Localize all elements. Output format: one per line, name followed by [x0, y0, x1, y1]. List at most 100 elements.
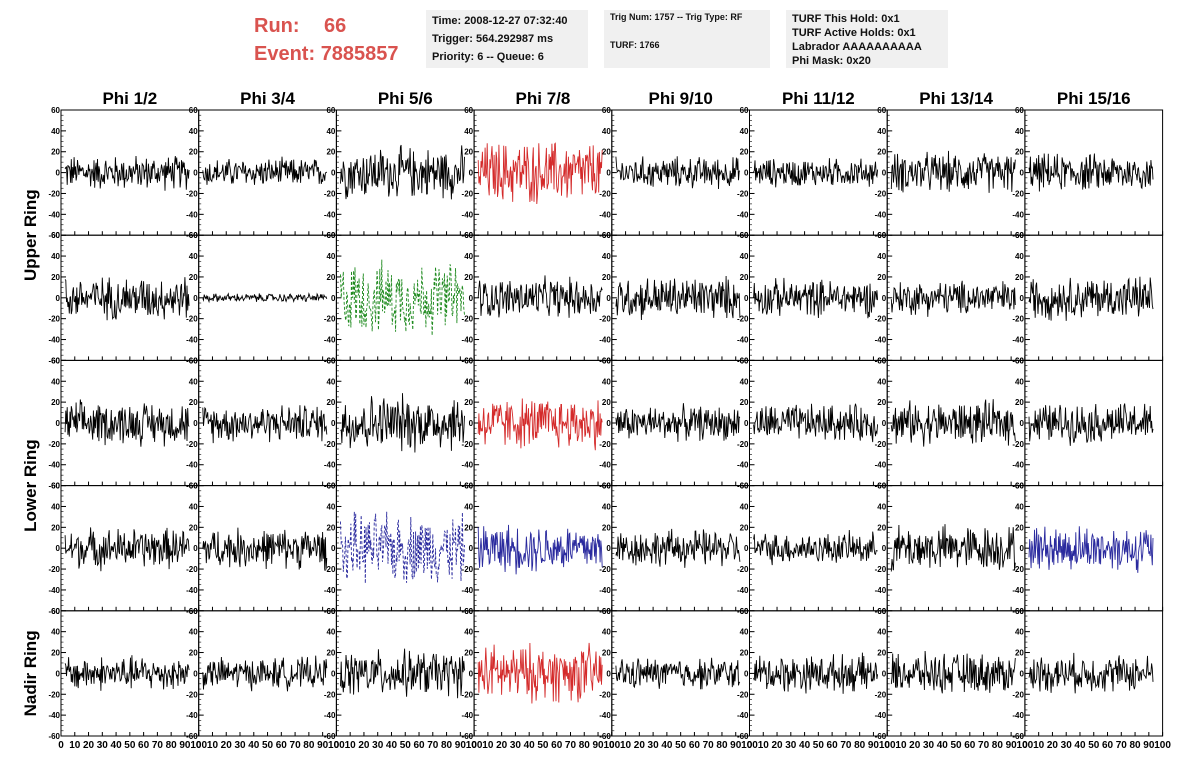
- y-tick-label: -60: [875, 732, 887, 741]
- y-tick-label: 40: [51, 502, 60, 511]
- y-tick-label: 40: [464, 127, 473, 136]
- row-title: Nadir Ring: [21, 630, 40, 716]
- y-tick-label: 20: [189, 649, 198, 658]
- y-tick-label: -60: [1012, 607, 1024, 616]
- y-tick-label: -40: [324, 586, 336, 595]
- y-tick-label: -60: [599, 607, 611, 616]
- y-tick-label: 20: [326, 523, 335, 532]
- y-tick-label: 40: [51, 127, 60, 136]
- x-tick-label: 60: [827, 740, 839, 751]
- x-tick-label: 70: [152, 740, 164, 751]
- waveform-trace: [753, 158, 879, 188]
- y-tick-label: 20: [51, 398, 60, 407]
- y-tick-label: 40: [1015, 252, 1024, 261]
- y-tick-label: -20: [875, 189, 887, 198]
- y-tick-label: -20: [48, 189, 60, 198]
- y-tick-label: -60: [324, 231, 336, 240]
- y-tick-label: -20: [599, 565, 611, 574]
- waveform-trace: [477, 275, 603, 318]
- y-tick-label: -20: [324, 565, 336, 574]
- y-tick-label: 60: [189, 607, 198, 616]
- y-tick-label: 0: [56, 169, 61, 178]
- column-title: Phi 7/8: [516, 89, 571, 108]
- x-tick-label: 30: [234, 740, 246, 751]
- y-tick-label: 60: [1015, 106, 1024, 115]
- y-tick-label: 40: [602, 252, 611, 261]
- x-tick-label: 60: [551, 740, 563, 751]
- y-tick-label: -20: [324, 690, 336, 699]
- y-tick-label: 60: [326, 482, 335, 491]
- x-tick-label: 70: [290, 740, 302, 751]
- waveform-trace: [64, 527, 190, 572]
- x-tick-label: 100: [1154, 740, 1171, 751]
- y-tick-label: 0: [56, 294, 61, 303]
- y-tick-label: 0: [744, 294, 749, 303]
- y-tick-label: 60: [740, 482, 749, 491]
- y-tick-label: -40: [599, 711, 611, 720]
- y-tick-label: 0: [606, 669, 611, 678]
- column-title: Phi 15/16: [1057, 89, 1131, 108]
- x-tick-label: 50: [813, 740, 825, 751]
- x-tick-label: 100: [1017, 740, 1034, 751]
- y-tick-label: 60: [326, 356, 335, 365]
- y-tick-label: 20: [51, 148, 60, 157]
- panel-frame: [749, 485, 888, 612]
- y-tick-label: -20: [737, 440, 749, 449]
- y-tick-label: 40: [326, 252, 335, 261]
- y-tick-label: 40: [326, 502, 335, 511]
- x-tick-label: 30: [510, 740, 522, 751]
- y-tick-label: 0: [882, 169, 887, 178]
- waveform-trace: [753, 529, 878, 566]
- x-tick-label: 10: [895, 740, 907, 751]
- x-tick-label: 90: [730, 740, 742, 751]
- panel-frame: [1024, 109, 1164, 236]
- turf-hold-line: TURF This Hold: 0x1: [792, 13, 900, 25]
- waveform-trace: [477, 642, 603, 704]
- y-tick-label: 40: [464, 252, 473, 261]
- y-tick-label: -60: [1012, 732, 1024, 741]
- y-tick-label: -40: [875, 461, 887, 470]
- y-tick-label: 0: [469, 544, 474, 553]
- y-tick-label: 40: [602, 502, 611, 511]
- y-tick-label: -20: [48, 440, 60, 449]
- y-tick-label: 0: [606, 294, 611, 303]
- y-tick-label: 40: [326, 127, 335, 136]
- y-tick-label: 40: [877, 377, 886, 386]
- waveform-trace: [1028, 276, 1154, 321]
- y-tick-label: 40: [740, 127, 749, 136]
- x-tick-label: 100: [328, 740, 345, 751]
- y-tick-label: 60: [740, 106, 749, 115]
- y-tick-label: 20: [189, 273, 198, 282]
- y-tick-label: 20: [464, 273, 473, 282]
- y-tick-label: 40: [1015, 127, 1024, 136]
- y-tick-label: -60: [186, 607, 198, 616]
- y-tick-label: -60: [875, 231, 887, 240]
- waveform-trace: [340, 393, 465, 453]
- waveform-trace: [202, 292, 328, 304]
- run-label: Run:: [254, 15, 300, 37]
- y-tick-label: -60: [1012, 231, 1024, 240]
- turf-active-line: TURF Active Holds: 0x1: [792, 27, 916, 39]
- y-tick-label: 60: [602, 106, 611, 115]
- waveform-trace: [1028, 403, 1154, 446]
- y-tick-label: 20: [464, 523, 473, 532]
- y-tick-label: 0: [1019, 294, 1024, 303]
- y-tick-label: 20: [602, 523, 611, 532]
- y-tick-label: -20: [875, 690, 887, 699]
- y-tick-label: -20: [186, 189, 198, 198]
- x-tick-label: 10: [620, 740, 632, 751]
- x-tick-label: 40: [937, 740, 949, 751]
- y-tick-label: -40: [875, 336, 887, 345]
- x-tick-label: 60: [1102, 740, 1114, 751]
- y-tick-label: -60: [48, 356, 60, 365]
- x-tick-label: 40: [248, 740, 260, 751]
- y-tick-label: -60: [737, 607, 749, 616]
- x-tick-label: 90: [1006, 740, 1018, 751]
- y-tick-label: 20: [464, 398, 473, 407]
- x-tick-label: 90: [317, 740, 329, 751]
- y-tick-label: 0: [56, 419, 61, 428]
- x-tick-label: 10: [1033, 740, 1045, 751]
- y-tick-label: -40: [1012, 336, 1024, 345]
- x-tick-label: 30: [1061, 740, 1073, 751]
- y-tick-label: 0: [331, 544, 336, 553]
